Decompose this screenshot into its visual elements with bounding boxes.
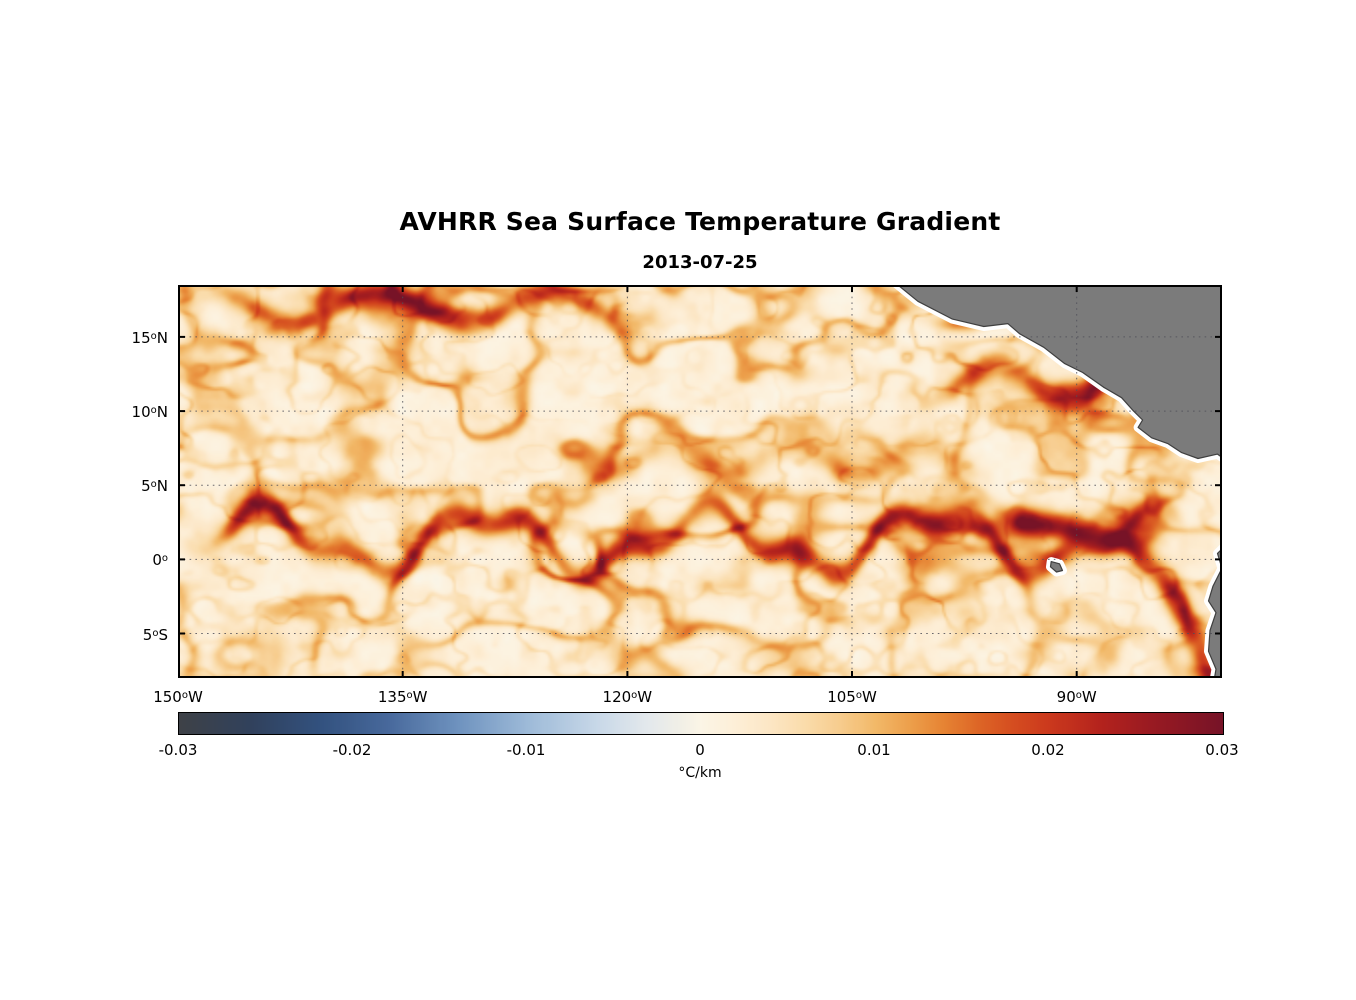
colorbar-tick-label: -0.03: [158, 741, 198, 759]
y-axis-tick-label: 15oN: [131, 328, 168, 347]
colorbar-tick-label: 0.01: [857, 741, 891, 759]
map-overlay: [178, 285, 1222, 678]
chart-date: 2013-07-25: [642, 252, 758, 273]
colorbar-tick-label: -0.02: [332, 741, 372, 759]
x-axis-tick-label: 90oW: [1056, 688, 1097, 706]
chart-title: AVHRR Sea Surface Temperature Gradient: [399, 207, 1001, 236]
colorbar: [178, 712, 1224, 735]
y-axis-tick-label: 5oN: [141, 477, 168, 496]
axes-frame: [178, 285, 1222, 678]
colorbar-tick-label: -0.01: [506, 741, 546, 759]
colorbar-tick-label: 0.02: [1031, 741, 1065, 759]
x-axis-tick-label: 150oW: [153, 688, 203, 706]
y-axis-tick-label: 10oN: [131, 403, 168, 422]
land-central_america: [896, 285, 1222, 460]
colorbar-tick-label: 0.03: [1205, 741, 1239, 759]
map-plot: [178, 285, 1222, 678]
x-axis-tick-label: 120oW: [602, 688, 653, 706]
colorbar-tick-label: 0: [695, 741, 705, 759]
y-axis-tick-label: 0o: [152, 551, 168, 570]
x-axis-tick-label: 105oW: [827, 688, 877, 706]
land-galapagos: [1049, 561, 1064, 573]
y-axis-tick-label: 5oS: [142, 625, 168, 644]
x-axis-tick-label: 135oW: [377, 688, 428, 706]
colorbar-unit-label: °C/km: [678, 765, 722, 781]
